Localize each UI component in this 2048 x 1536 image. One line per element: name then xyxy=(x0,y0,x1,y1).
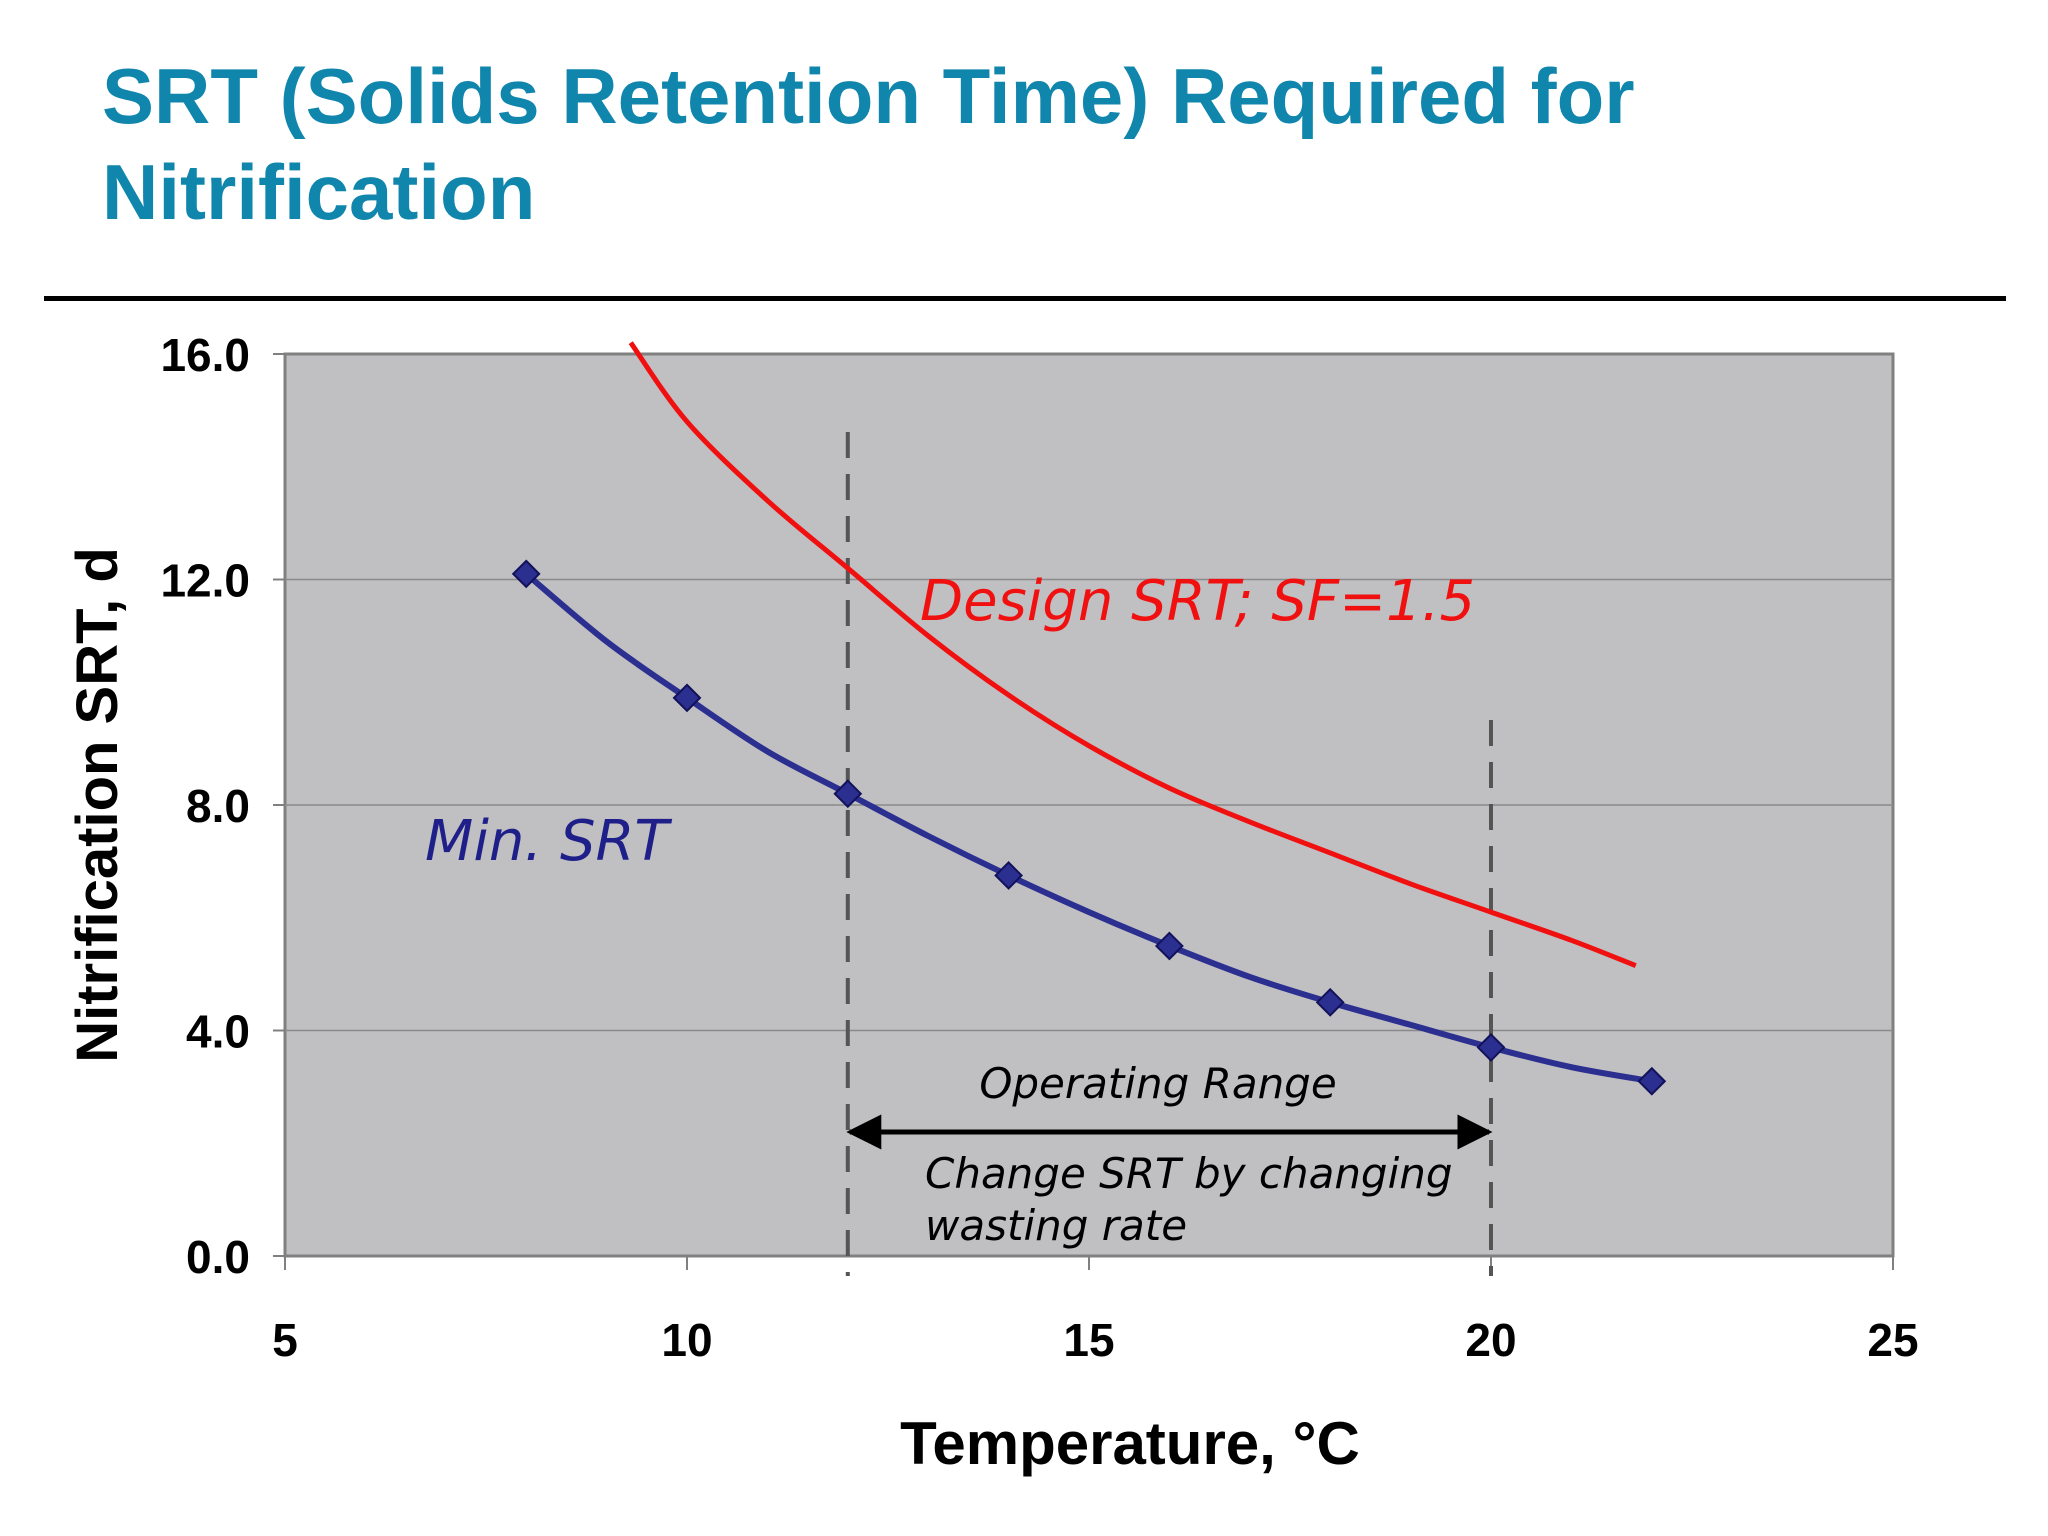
min-srt-point xyxy=(1154,931,1184,961)
min-srt-point xyxy=(833,779,863,809)
operating-range-label: Operating Range xyxy=(979,1059,1336,1108)
wasting-note-line-2: wasting rate xyxy=(925,1201,1187,1250)
slide-title-line-2: Nitrification xyxy=(102,148,536,236)
grid-lines xyxy=(285,578,1893,1032)
design-srt-line xyxy=(628,341,1637,968)
x-tick-label: 5 xyxy=(272,1314,298,1366)
min-srt-point xyxy=(672,683,702,713)
y-tick-label: 12.0 xyxy=(160,555,250,607)
min-srt-point xyxy=(511,559,541,589)
slide-title-line-1: SRT (Solids Retention Time) Required for xyxy=(102,52,1635,140)
min-srt-point xyxy=(994,861,1024,890)
x-axis-title: Temperature, °C xyxy=(900,1410,1360,1477)
y-tick-label: 16.0 xyxy=(160,329,250,381)
title-divider xyxy=(44,296,2006,301)
slide-title: SRT (Solids Retention Time) Required for… xyxy=(102,48,2002,240)
y-axis-title: Nitrification SRT, d xyxy=(65,547,130,1063)
tick-labels: 0.0 4.0 8.0 12.0 16.0 5 10 15 20 25 xyxy=(160,329,1918,1366)
axes xyxy=(273,353,1894,1270)
y-tick-label: 0.0 xyxy=(186,1231,250,1283)
wasting-note-line-1: Change SRT by changing xyxy=(925,1149,1453,1198)
y-tick-label: 4.0 xyxy=(186,1006,250,1058)
y-tick-label: 8.0 xyxy=(186,780,250,832)
x-tick-label: 15 xyxy=(1063,1314,1114,1366)
design-srt-label: Design SRT; SF=1.5 xyxy=(920,569,1475,634)
operating-range xyxy=(845,432,1493,1276)
series xyxy=(511,341,1667,1096)
min-srt-line xyxy=(524,571,1653,1085)
x-tick-label: 25 xyxy=(1867,1314,1918,1366)
min-srt-label: Min. SRT xyxy=(425,809,672,874)
x-tick-label: 20 xyxy=(1465,1314,1516,1366)
x-tick-label: 10 xyxy=(661,1314,712,1366)
min-srt-point xyxy=(1637,1066,1667,1096)
min-srt-point xyxy=(1476,1032,1506,1062)
min-srt-point xyxy=(1315,987,1345,1017)
